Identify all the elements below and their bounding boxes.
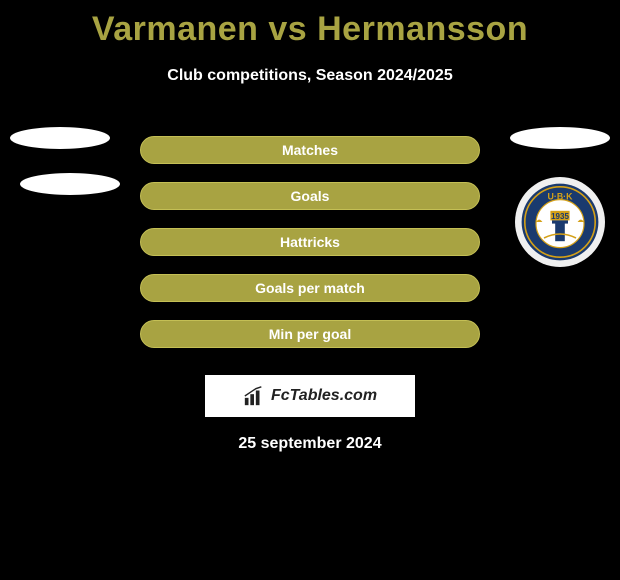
stat-row-goals-per-match: Goals per match <box>0 265 620 311</box>
date-text: 25 september 2024 <box>0 435 620 453</box>
stat-label: Hattricks <box>280 234 340 250</box>
stat-pill: Goals per match <box>140 274 480 302</box>
stat-row-min-per-goal: Min per goal <box>0 311 620 357</box>
stat-label: Matches <box>282 142 338 158</box>
stat-label: Goals per match <box>255 280 365 296</box>
stat-pill: Goals <box>140 182 480 210</box>
stat-row-goals: Goals <box>0 173 620 219</box>
subtitle: Club competitions, Season 2024/2025 <box>0 67 620 85</box>
page-title: Varmanen vs Hermansson <box>0 0 620 49</box>
stat-row-hattricks: Hattricks <box>0 219 620 265</box>
stat-pill: Hattricks <box>140 228 480 256</box>
stat-label: Goals <box>291 188 330 204</box>
stat-pill: Matches <box>140 136 480 164</box>
stat-label: Min per goal <box>269 326 351 342</box>
bars-icon <box>243 385 265 407</box>
brand-text: FcTables.com <box>271 387 377 405</box>
brand-logo[interactable]: FcTables.com <box>205 375 415 417</box>
stats-area: U·B·K 1935 Matches Goals Hattricks Goals… <box>0 127 620 357</box>
stat-row-matches: Matches <box>0 127 620 173</box>
stat-pill: Min per goal <box>140 320 480 348</box>
